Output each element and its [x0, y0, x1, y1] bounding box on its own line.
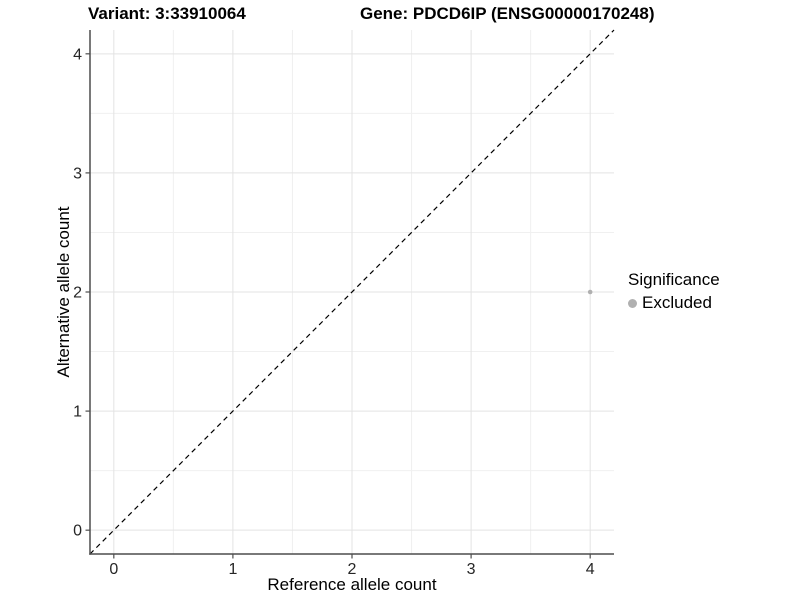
y-tick-label: 3: [73, 165, 82, 182]
legend-entry-label: Excluded: [642, 293, 712, 312]
data-point: [587, 289, 593, 295]
y-tick-label: 0: [73, 523, 82, 540]
legend-entry-excluded: Excluded: [628, 293, 720, 313]
x-tick-label: 1: [228, 561, 237, 578]
variant-title: Variant: 3:33910064: [88, 4, 246, 23]
x-tick-label: 2: [348, 561, 357, 578]
legend-title: Significance: [628, 270, 720, 289]
x-tick-label: 0: [109, 561, 118, 578]
x-axis-title: Reference allele count: [267, 575, 437, 594]
x-tick-label: 4: [586, 561, 595, 578]
diagonal-reference-line: [89, 29, 615, 555]
y-axis-title: Alternative allele count: [54, 206, 73, 378]
y-tick-label: 4: [73, 46, 82, 63]
excluded-point-icon: [628, 298, 637, 308]
gene-title: Gene: PDCD6IP (ENSG00000170248): [360, 4, 655, 23]
y-tick-label: 1: [73, 404, 82, 421]
legend: Significance Excluded: [628, 270, 720, 313]
x-tick-label: 3: [467, 561, 476, 578]
y-tick-label: 2: [73, 285, 82, 302]
